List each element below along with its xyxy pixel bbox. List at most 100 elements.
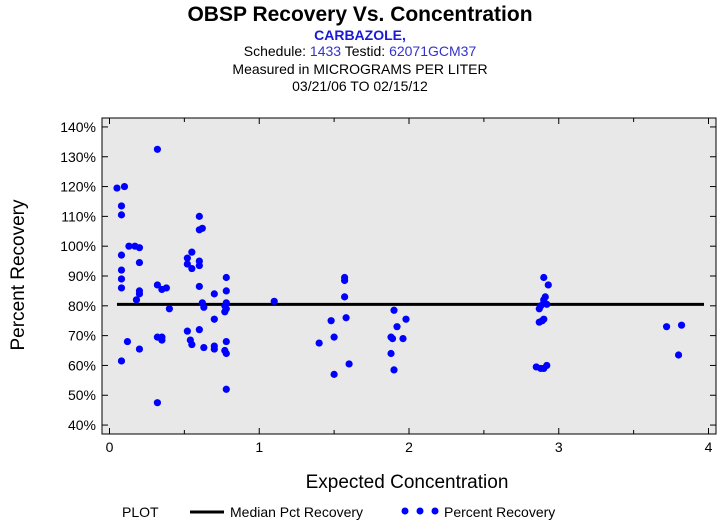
testid-label: Testid: [344, 43, 386, 59]
y-tick-label: 60% [68, 357, 96, 373]
data-point [195, 282, 203, 291]
data-point [195, 226, 203, 234]
data-point [117, 202, 126, 210]
testid-value: 62071GCM37 [389, 43, 477, 59]
data-point [188, 264, 196, 273]
data-point [123, 337, 132, 346]
data-point [222, 337, 230, 346]
data-point [341, 276, 349, 285]
y-tick-label: 140% [60, 119, 96, 135]
data-point [315, 339, 323, 347]
y-tick-label: 90% [68, 268, 96, 284]
y-tick-label: 130% [60, 149, 96, 165]
data-point [540, 315, 548, 323]
data-point [330, 333, 338, 341]
data-point [330, 370, 338, 378]
y-tick-label: 100% [60, 238, 96, 254]
compound-name: CARBAZOLE, [314, 27, 406, 43]
data-point [341, 293, 349, 301]
data-point [117, 251, 126, 259]
data-point [117, 357, 126, 365]
chart-title: OBSP Recovery Vs. Concentration [187, 3, 533, 26]
data-point [662, 323, 671, 331]
data-point [388, 335, 397, 343]
data-point [153, 399, 162, 407]
data-point [183, 254, 191, 262]
data-point [188, 340, 196, 349]
data-point [135, 345, 144, 353]
data-point [183, 260, 191, 268]
data-point [540, 273, 548, 282]
data-point [200, 303, 208, 311]
data-point [221, 308, 229, 316]
units-line: Measured in MICROGRAMS PER LITER [232, 61, 488, 77]
date-range: 03/21/06 TO 02/15/12 [292, 78, 428, 94]
x-tick-label: 3 [555, 439, 563, 455]
data-point [120, 182, 129, 191]
data-point [153, 145, 162, 153]
data-point [117, 284, 126, 292]
data-point [222, 385, 230, 393]
data-point [183, 327, 191, 335]
data-point [543, 361, 551, 370]
axis-ticks [102, 118, 716, 434]
data-point [135, 258, 144, 267]
data-point [674, 351, 683, 359]
data-point [125, 242, 133, 250]
y-tick-label: 40% [68, 417, 96, 433]
schedule-value: 1433 [309, 43, 342, 59]
data-point [113, 184, 121, 192]
data-point [117, 275, 126, 283]
data-point [117, 266, 126, 274]
x-tick-label: 1 [255, 439, 263, 455]
y-tick-label: 70% [68, 328, 96, 344]
data-point [393, 323, 401, 331]
legend-points-label: Percent Recovery [444, 504, 556, 520]
data-point [153, 281, 162, 289]
data-point [222, 349, 230, 358]
plot-area [101, 117, 717, 435]
data-point [165, 305, 173, 313]
data-point [200, 343, 208, 352]
data-point [132, 296, 141, 304]
data-point [402, 315, 410, 323]
data-point [390, 306, 398, 314]
data-point [195, 261, 203, 270]
data-point [342, 314, 350, 322]
data-point [117, 211, 126, 219]
data-point [195, 212, 203, 220]
legend-point-swatch [401, 507, 409, 515]
x-tick-labels: 0 1 2 3 4 [106, 439, 713, 455]
schedule-line: Schedule: 1433 Testid: 62071GCM37 [0, 43, 720, 59]
data-point [390, 366, 398, 374]
data-point [677, 321, 686, 329]
data-points [113, 145, 686, 407]
legend-median-label: Median Pct Recovery [230, 504, 364, 520]
data-point [222, 287, 230, 295]
y-tick-label: 50% [68, 387, 96, 403]
y-axis-label: Percent Recovery [8, 199, 29, 351]
y-tick-label: 80% [68, 298, 96, 314]
data-point [543, 300, 551, 308]
data-point [195, 326, 203, 334]
data-point [210, 315, 218, 323]
data-point [158, 336, 166, 344]
y-tick-label: 110% [61, 208, 96, 224]
legend: PLOT Median Pct Recovery Percent Recover… [0, 504, 720, 524]
data-point [135, 244, 144, 252]
data-point [387, 349, 395, 358]
data-point [222, 273, 230, 282]
y-tick-labels: 40% 50% 60% 70% 80% 90% 100% 110% 120% 130% 140% [60, 119, 96, 433]
schedule-label: Schedule: [243, 43, 307, 59]
legend-point-swatch [431, 507, 439, 515]
legend-plot-label: PLOT [122, 504, 159, 520]
x-tick-label: 0 [106, 439, 114, 455]
data-point [210, 290, 218, 298]
data-point [345, 360, 353, 368]
x-axis-label: Expected Concentration [306, 472, 509, 493]
data-point [327, 317, 335, 325]
data-point [399, 335, 407, 343]
data-point [541, 293, 549, 301]
data-point [544, 281, 552, 289]
